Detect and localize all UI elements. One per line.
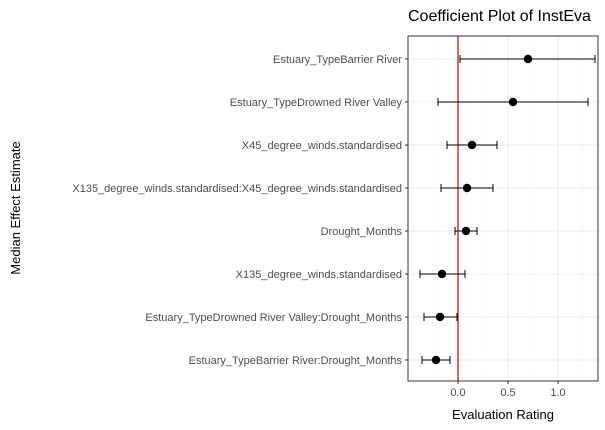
coefficient-mark (459, 54, 596, 64)
y-tick-label: Estuary_TypeDrowned River Valley (230, 97, 403, 109)
y-tick-label: X135_degree_winds.standardised (236, 269, 402, 281)
mark-layer (419, 54, 596, 365)
coefficient-mark (423, 312, 458, 322)
coefficient-mark (440, 183, 494, 193)
estimate-point (435, 312, 445, 322)
y-tick-label: Estuary_TypeBarrier River:Drought_Months (189, 355, 403, 367)
grid-layer (408, 36, 598, 381)
chart-title: Coefficient Plot of InstEva (408, 8, 591, 25)
coefficient-mark (419, 269, 466, 279)
y-tick-label: X45_degree_winds.standardised (242, 140, 402, 152)
estimate-point (461, 226, 471, 236)
x-tick-label: 1.0 (550, 387, 565, 399)
estimate-point (523, 54, 533, 64)
coefficient-mark (437, 97, 589, 107)
estimate-point (431, 355, 441, 365)
coefficient-mark (421, 355, 451, 365)
estimate-point (437, 269, 447, 279)
y-tick-label: Estuary_TypeDrowned River Valley:Drought… (145, 312, 402, 324)
y-axis-title: Median Effect Estimate (8, 141, 23, 274)
y-tick-label: X135_degree_winds.standardised:X45_degre… (72, 183, 402, 195)
estimate-point (467, 140, 477, 150)
x-tick-layer: 0.0 0.5 1.0 (450, 381, 566, 399)
coefficient-mark (454, 226, 478, 236)
x-tick-label: 0.0 (450, 387, 465, 399)
coefficient-mark (446, 140, 498, 150)
x-axis-title: Evaluation Rating (452, 407, 554, 422)
y-tick-label: Drought_Months (321, 226, 403, 238)
x-tick-label: 0.5 (500, 387, 515, 399)
y-tick-layer: Estuary_TypeBarrier River Estuary_TypeDro… (72, 54, 408, 367)
y-tick-label: Estuary_TypeBarrier River (273, 54, 402, 66)
panel-border (407, 35, 599, 382)
estimate-point (508, 97, 518, 107)
estimate-point (462, 183, 472, 193)
